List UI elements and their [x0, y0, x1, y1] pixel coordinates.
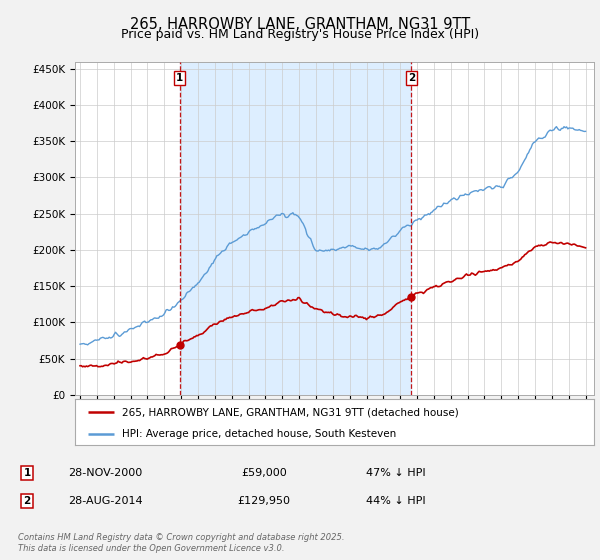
Text: 1: 1	[23, 468, 31, 478]
Text: 44% ↓ HPI: 44% ↓ HPI	[366, 496, 426, 506]
Text: Price paid vs. HM Land Registry's House Price Index (HPI): Price paid vs. HM Land Registry's House …	[121, 28, 479, 41]
Text: 2: 2	[23, 496, 31, 506]
Text: 2: 2	[408, 73, 415, 83]
Text: £59,000: £59,000	[241, 468, 287, 478]
Text: £129,950: £129,950	[238, 496, 290, 506]
Text: 47% ↓ HPI: 47% ↓ HPI	[366, 468, 426, 478]
Text: 265, HARROWBY LANE, GRANTHAM, NG31 9TT: 265, HARROWBY LANE, GRANTHAM, NG31 9TT	[130, 17, 470, 32]
Text: 265, HARROWBY LANE, GRANTHAM, NG31 9TT (detached house): 265, HARROWBY LANE, GRANTHAM, NG31 9TT (…	[122, 407, 458, 417]
Text: Contains HM Land Registry data © Crown copyright and database right 2025.
This d: Contains HM Land Registry data © Crown c…	[18, 533, 344, 553]
Text: 28-NOV-2000: 28-NOV-2000	[68, 468, 142, 478]
Text: 1: 1	[176, 73, 183, 83]
Text: HPI: Average price, detached house, South Kesteven: HPI: Average price, detached house, Sout…	[122, 429, 396, 438]
Text: 28-AUG-2014: 28-AUG-2014	[68, 496, 142, 506]
Bar	[179, 62, 412, 395]
